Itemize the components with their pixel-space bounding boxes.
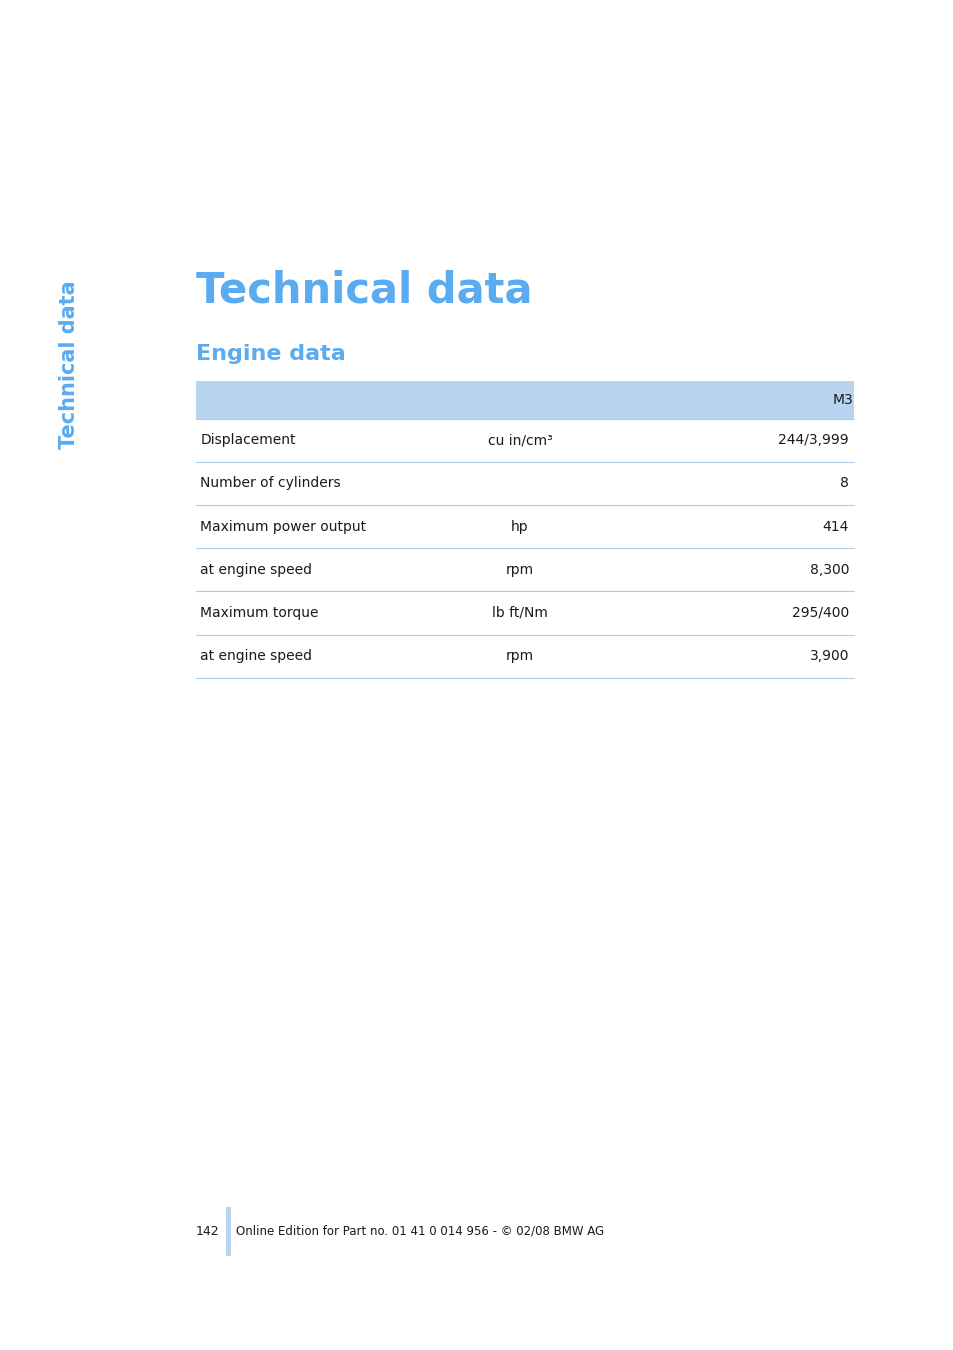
Text: rpm: rpm (505, 563, 534, 576)
Text: 142: 142 (195, 1224, 219, 1238)
Text: Number of cylinders: Number of cylinders (200, 477, 340, 490)
Text: 414: 414 (821, 520, 848, 533)
Text: Technical data: Technical data (195, 269, 532, 312)
Text: at engine speed: at engine speed (200, 649, 312, 663)
Text: 8: 8 (840, 477, 848, 490)
Text: rpm: rpm (505, 649, 534, 663)
Text: Engine data: Engine data (195, 344, 345, 363)
Text: 244/3,999: 244/3,999 (778, 433, 848, 447)
Text: at engine speed: at engine speed (200, 563, 312, 576)
Text: Maximum torque: Maximum torque (200, 606, 318, 620)
Text: M3: M3 (832, 393, 853, 406)
Text: Displacement: Displacement (200, 433, 295, 447)
Text: lb ft/Nm: lb ft/Nm (492, 606, 547, 620)
Text: Technical data: Technical data (59, 281, 78, 448)
FancyBboxPatch shape (195, 381, 853, 418)
Text: cu in/cm³: cu in/cm³ (487, 433, 552, 447)
Text: Online Edition for Part no. 01 41 0 014 956 - © 02/08 BMW AG: Online Edition for Part no. 01 41 0 014 … (235, 1224, 603, 1238)
Text: 295/400: 295/400 (791, 606, 848, 620)
Text: 3,900: 3,900 (809, 649, 848, 663)
Text: 8,300: 8,300 (809, 563, 848, 576)
Text: Maximum power output: Maximum power output (200, 520, 366, 533)
FancyBboxPatch shape (226, 1207, 231, 1256)
Text: hp: hp (511, 520, 528, 533)
